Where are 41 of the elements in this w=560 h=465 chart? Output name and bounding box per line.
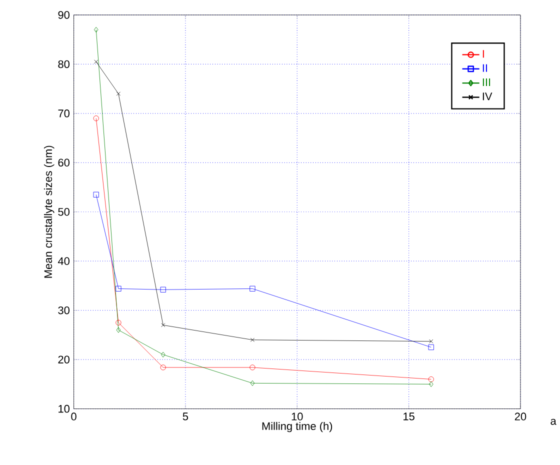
y-tick-label: 40	[58, 257, 70, 266]
legend-label: III	[482, 78, 490, 86]
y-tick-label: 50	[58, 208, 70, 216]
point	[429, 340, 434, 344]
point	[428, 382, 434, 388]
point	[116, 92, 120, 96]
point	[160, 352, 166, 358]
point	[428, 376, 434, 382]
x-tick-label: 0	[71, 412, 76, 421]
x-tick-label: 5	[182, 412, 188, 420]
legend-label: IV	[482, 92, 492, 100]
legend-label: I	[482, 50, 484, 58]
y-tick-label: 30	[58, 306, 70, 314]
x-tick-label: 10	[292, 412, 303, 421]
point	[161, 323, 166, 328]
point	[94, 60, 98, 64]
point	[160, 287, 166, 293]
point	[428, 344, 434, 350]
point	[93, 192, 99, 198]
point	[250, 364, 256, 370]
y-tick-label: 70	[58, 110, 70, 118]
y-tick-label: 80	[58, 60, 70, 68]
y-tick-label: 90	[58, 11, 70, 20]
point	[93, 116, 99, 122]
x-axis-title: Milling time (h)	[262, 422, 332, 432]
point	[250, 380, 255, 386]
point	[94, 27, 98, 33]
point	[160, 364, 166, 370]
y-tick-label: 60	[58, 158, 70, 167]
legend-label: II	[482, 64, 487, 72]
x-tick-label: 15	[404, 412, 414, 420]
point	[250, 338, 254, 342]
point	[250, 286, 256, 292]
x-tick-label: 20	[514, 412, 526, 421]
y-tick-label: 10	[58, 405, 70, 413]
y-tick-label: 20	[58, 356, 70, 364]
point	[116, 320, 122, 326]
y-axis-title: Mean crustallyte sizes (nm)	[44, 146, 54, 278]
point	[116, 327, 121, 334]
point	[116, 286, 122, 292]
text: a	[550, 419, 556, 426]
